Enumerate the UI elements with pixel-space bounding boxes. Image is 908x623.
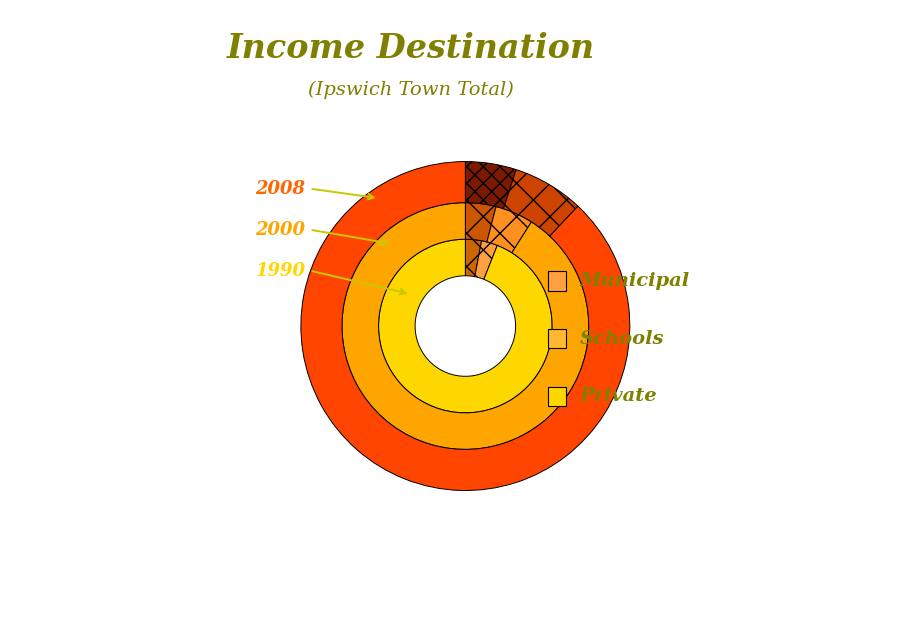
Bar: [548, 329, 566, 348]
Text: (Ipswich Town Total): (Ipswich Town Total): [308, 80, 513, 98]
Wedge shape: [503, 169, 577, 236]
Text: 1990: 1990: [255, 262, 305, 280]
Wedge shape: [487, 207, 531, 253]
Text: Municipal: Municipal: [579, 272, 690, 290]
Wedge shape: [466, 239, 481, 277]
Text: Private: Private: [579, 387, 657, 405]
Wedge shape: [466, 202, 496, 242]
Text: 2008: 2008: [255, 180, 305, 198]
Text: 2000: 2000: [255, 221, 305, 239]
Wedge shape: [466, 161, 516, 209]
Text: Income Destination: Income Destination: [226, 32, 595, 65]
Bar: [548, 272, 566, 291]
Text: Schools: Schools: [579, 330, 664, 348]
Wedge shape: [342, 202, 588, 449]
Wedge shape: [475, 240, 498, 279]
Wedge shape: [301, 161, 630, 490]
Bar: [548, 386, 566, 406]
Wedge shape: [379, 239, 552, 413]
